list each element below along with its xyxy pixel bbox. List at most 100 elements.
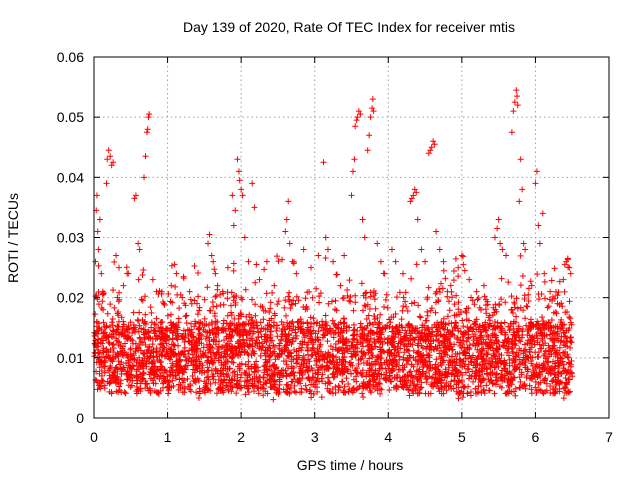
x-axis-label: GPS time / hours xyxy=(297,457,404,473)
data-point xyxy=(505,384,512,391)
data-point xyxy=(371,313,378,320)
data-point xyxy=(465,334,472,341)
x-tick-label: 7 xyxy=(605,429,613,445)
data-point xyxy=(115,331,122,338)
data-point xyxy=(519,328,526,335)
data-point xyxy=(327,343,334,350)
data-point xyxy=(191,297,198,304)
data-point xyxy=(111,377,118,384)
data-point xyxy=(318,353,325,360)
data-point xyxy=(501,319,508,326)
data-point xyxy=(525,285,532,292)
data-point xyxy=(110,327,117,334)
data-point xyxy=(153,371,160,378)
data-point xyxy=(359,353,366,360)
data-point xyxy=(229,192,236,199)
data-point xyxy=(494,346,501,353)
data-point xyxy=(377,360,384,367)
data-point xyxy=(536,341,543,348)
data-point xyxy=(310,315,317,322)
data-point xyxy=(140,369,147,376)
data-point xyxy=(550,335,557,342)
data-point xyxy=(251,204,258,211)
data-point xyxy=(406,332,413,339)
data-point xyxy=(264,367,271,374)
data-point xyxy=(294,359,301,366)
data-point xyxy=(222,361,229,368)
data-point xyxy=(366,132,373,139)
data-point xyxy=(390,344,397,351)
data-point xyxy=(413,367,420,374)
data-point xyxy=(547,288,554,295)
data-point xyxy=(392,357,399,364)
data-point xyxy=(244,385,251,392)
data-point xyxy=(556,362,563,369)
data-point xyxy=(377,334,384,341)
data-point xyxy=(392,258,399,265)
data-point xyxy=(427,307,434,314)
data-point xyxy=(113,252,120,259)
data-point xyxy=(366,347,373,354)
data-point xyxy=(439,285,446,292)
data-point xyxy=(271,366,278,373)
data-point xyxy=(165,352,172,359)
data-point xyxy=(342,363,349,370)
data-point xyxy=(299,375,306,382)
data-point xyxy=(151,320,158,327)
data-point xyxy=(153,389,160,396)
data-point xyxy=(493,360,500,367)
data-point xyxy=(354,369,361,376)
data-point xyxy=(175,381,182,388)
data-point xyxy=(518,334,525,341)
data-point xyxy=(498,384,505,391)
data-point xyxy=(370,108,377,115)
data-point xyxy=(133,366,140,373)
data-point xyxy=(308,352,315,359)
y-tick-labels: 0 0.01 0.02 0.03 0.04 0.05 0.06 xyxy=(57,49,84,426)
data-point xyxy=(193,338,200,345)
data-point xyxy=(210,376,217,383)
data-point xyxy=(501,359,508,366)
data-point xyxy=(313,355,320,362)
data-point xyxy=(343,375,350,382)
data-point xyxy=(518,369,525,376)
data-point xyxy=(345,338,352,345)
data-point xyxy=(104,334,111,341)
data-point xyxy=(239,192,246,199)
data-point xyxy=(422,258,429,265)
data-point xyxy=(511,99,518,106)
data-point xyxy=(391,352,398,359)
data-point xyxy=(522,385,529,392)
data-point xyxy=(281,304,288,311)
data-point xyxy=(452,255,459,262)
data-point xyxy=(124,367,131,374)
data-point xyxy=(269,362,276,369)
data-point xyxy=(252,301,259,308)
data-point xyxy=(340,294,347,301)
data-point xyxy=(515,323,522,330)
data-point xyxy=(542,348,549,355)
data-point xyxy=(201,378,208,385)
data-point xyxy=(238,186,245,193)
data-point xyxy=(142,153,149,160)
data-point xyxy=(442,343,449,350)
data-point xyxy=(305,374,312,381)
data-point xyxy=(369,105,376,112)
data-point xyxy=(479,326,486,333)
data-point xyxy=(401,382,408,389)
data-point xyxy=(221,350,228,357)
data-point xyxy=(119,327,126,334)
data-point xyxy=(95,343,102,350)
data-point xyxy=(146,343,153,350)
data-point xyxy=(205,367,212,374)
data-point xyxy=(455,306,462,313)
data-point xyxy=(324,380,331,387)
data-point xyxy=(169,360,176,367)
data-point xyxy=(226,323,233,330)
data-point xyxy=(181,389,188,396)
data-point xyxy=(205,354,212,361)
data-point xyxy=(285,198,292,205)
data-point xyxy=(564,343,571,350)
data-point xyxy=(110,159,117,166)
data-point xyxy=(361,335,368,342)
